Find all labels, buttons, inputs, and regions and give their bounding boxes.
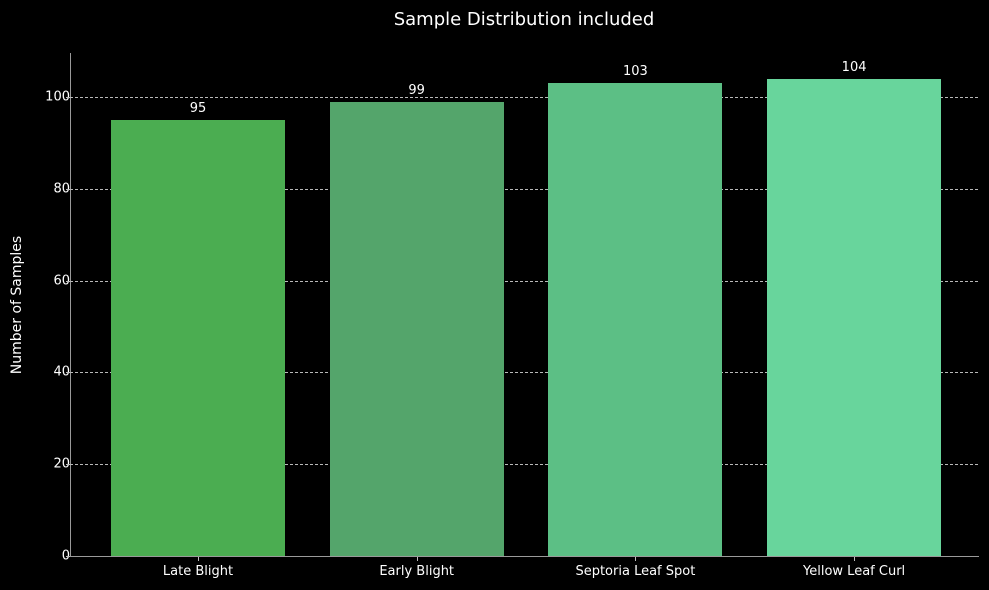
y-tick-mark-20 (66, 464, 70, 466)
x-tick-mark-early-blight (416, 557, 418, 561)
y-tick-mark-60 (66, 280, 70, 282)
y-axis-label: Number of Samples (9, 235, 25, 375)
bar-value-label-late-blight: 95 (189, 101, 207, 116)
x-tick-label-early-blight: Early Blight (379, 564, 455, 579)
x-tick-mark-yellow-leaf-curl (854, 557, 856, 561)
bar-value-label-early-blight: 99 (408, 82, 425, 98)
gridline-y-40 (70, 372, 978, 374)
x-tick-mark-late-blight (198, 557, 199, 561)
gridline-y-60 (70, 280, 978, 282)
bar-value-label-septoria-leaf-spot: 103 (622, 64, 648, 80)
x-tick-mark-septoria-leaf-spot (635, 557, 637, 561)
y-tick-mark-40 (66, 372, 70, 374)
x-tick-label-late-blight: Late Blight (162, 564, 234, 579)
y-tick-mark-100 (66, 97, 70, 99)
gridline-y-100 (70, 97, 978, 99)
x-tick-label-septoria-leaf-spot: Septoria Leaf Spot (575, 564, 696, 579)
bar-late-blight (111, 120, 285, 556)
y-tick-label-80: 80 (53, 181, 70, 197)
y-axis-spine (70, 53, 71, 557)
y-tick-label-40: 40 (53, 364, 70, 380)
y-tick-label-60: 60 (53, 273, 70, 289)
y-tick-mark-0 (66, 556, 70, 557)
x-tick-label-yellow-leaf-curl: Yellow Leaf Curl (803, 564, 906, 579)
bar-value-label-yellow-leaf-curl: 104 (841, 59, 867, 75)
x-axis-spine (70, 556, 979, 557)
y-tick-label-20: 20 (53, 456, 70, 472)
chart-title: Sample Distribution included (393, 9, 655, 30)
y-tick-label-0: 0 (61, 548, 70, 564)
gridline-y-20 (70, 464, 978, 466)
y-tick-label-100: 100 (45, 89, 70, 105)
bar-yellow-leaf-curl (767, 78, 942, 556)
gridline-y-80 (70, 188, 978, 190)
y-tick-mark-80 (66, 188, 70, 190)
bar-septoria-leaf-spot (548, 83, 723, 556)
bar-early-blight (329, 101, 504, 556)
plot-area: 95 99 103 104 (70, 53, 978, 556)
